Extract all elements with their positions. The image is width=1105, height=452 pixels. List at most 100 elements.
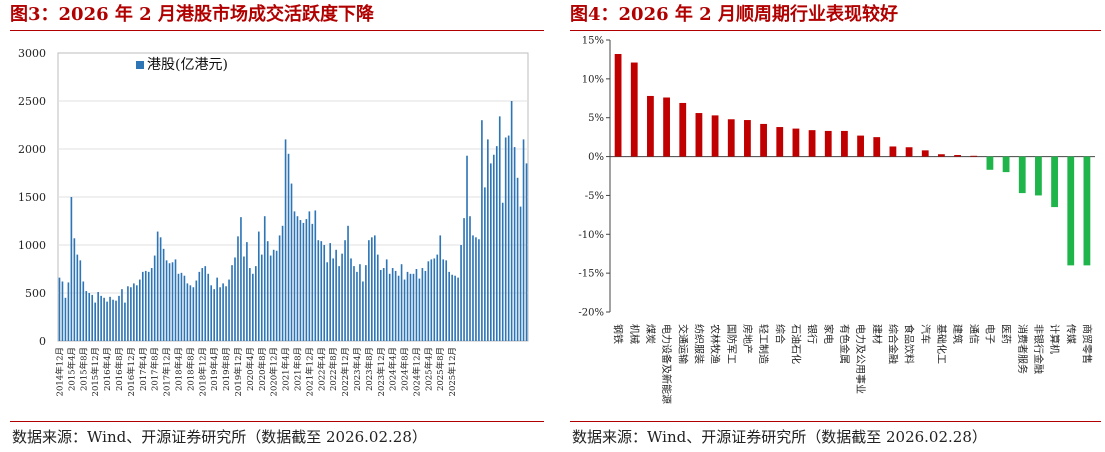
- left-bar: [338, 266, 340, 341]
- right-category-label: 电力设备及新能源: [660, 324, 673, 404]
- right-bar: [776, 127, 784, 157]
- left-bar: [457, 277, 459, 341]
- right-ytick-label: 10%: [582, 74, 604, 85]
- left-bar: [326, 262, 329, 341]
- right-bar: [647, 95, 654, 157]
- left-bar: [144, 270, 147, 341]
- left-bar: [228, 279, 230, 341]
- right-bar: [679, 102, 687, 157]
- left-bar: [234, 257, 236, 341]
- right-category-label: 非银行金融: [1032, 324, 1045, 374]
- left-bar: [442, 259, 445, 341]
- left-bar: [269, 255, 272, 341]
- right-category-label: 电力及公用事业: [854, 324, 867, 394]
- left-bar: [394, 270, 397, 341]
- right-ytick-label: -10%: [578, 230, 604, 241]
- left-bar: [299, 220, 302, 341]
- left-bar: [278, 235, 281, 341]
- left-xtick-label: 2021年12月: [304, 347, 315, 396]
- right-bar: [792, 128, 800, 157]
- left-bar: [368, 240, 370, 341]
- left-bar: [195, 280, 198, 341]
- right-chart-source: 数据来源：Wind、开源证券研究所（数据截至 2026.02.28）: [572, 428, 987, 446]
- left-bar: [489, 163, 492, 341]
- left-bar: [136, 285, 138, 341]
- left-bar: [159, 237, 162, 341]
- left-bar: [302, 222, 305, 341]
- left-bar: [240, 217, 242, 341]
- left-bar: [311, 223, 314, 341]
- left-chart-title: 图3：2026 年 2 月港股市场成交活跃度下降: [10, 4, 374, 25]
- left-bar: [246, 242, 248, 341]
- right-category-label: 综合金融: [886, 324, 899, 364]
- left-bar: [118, 295, 120, 341]
- left-bar: [320, 241, 323, 341]
- left-bar: [138, 279, 141, 341]
- right-category-label: 交通运输: [676, 324, 689, 364]
- left-bar: [501, 202, 504, 341]
- left-bar: [260, 254, 263, 341]
- left-bar: [249, 268, 251, 341]
- right-ytick-label: 0%: [588, 152, 604, 163]
- left-xtick-label: 2022年8月: [328, 347, 339, 391]
- right-bar: [857, 135, 864, 157]
- left-bar: [469, 216, 471, 341]
- right-bar: [970, 155, 978, 157]
- right-ytick-label: -20%: [578, 308, 604, 319]
- right-category-label: 纺织服装: [692, 324, 705, 364]
- left-bar: [350, 258, 352, 341]
- left-xtick-label: 2024年8月: [400, 347, 411, 391]
- left-bar: [85, 291, 88, 341]
- left-bar: [308, 211, 311, 341]
- left-xtick-label: 2020年4月: [245, 347, 256, 391]
- right-category-label: 食品饮料: [903, 324, 916, 364]
- left-xtick-label: 2021年8月: [292, 347, 303, 391]
- left-xtick-label: 2023年4月: [352, 347, 363, 391]
- right-title-rule: [570, 30, 1101, 31]
- left-bar: [225, 286, 227, 341]
- left-bar: [252, 273, 254, 341]
- left-bar: [397, 275, 400, 341]
- left-bar: [254, 266, 257, 341]
- right-bar: [841, 130, 848, 157]
- right-bar: [986, 156, 994, 170]
- left-bar: [186, 283, 189, 341]
- left-xtick-label: 2025年8月: [435, 347, 446, 391]
- left-xtick-label: 2022年4月: [316, 347, 327, 391]
- left-bar: [222, 283, 224, 341]
- left-xtick-label: 2019年12月: [233, 347, 244, 396]
- left-bar: [127, 286, 129, 341]
- left-bar: [165, 260, 168, 341]
- right-category-label: 石油石化: [789, 324, 802, 364]
- left-ytick-label: 3000: [18, 47, 46, 60]
- right-bar: [1083, 156, 1091, 266]
- left-bar: [219, 287, 221, 341]
- right-category-label: 煤炭: [644, 324, 657, 344]
- right-bar: [921, 150, 929, 157]
- left-bar: [495, 146, 498, 341]
- left-bar: [115, 300, 117, 341]
- left-bar: [492, 154, 495, 341]
- right-chart-panel: 图4：2026 年 2 月顺周期行业表现较好 15% 10% 5% 0% -5% -10%…: [560, 0, 1105, 452]
- left-bar: [329, 243, 332, 341]
- left-bar: [130, 287, 132, 341]
- left-bar: [73, 238, 76, 341]
- left-bar: [359, 264, 361, 341]
- left-bar: [106, 301, 108, 341]
- left-ytick-label: 2500: [18, 95, 46, 108]
- left-bar: [412, 273, 415, 341]
- left-bar: [189, 285, 192, 341]
- left-xtick-label: 2023年8月: [364, 347, 375, 391]
- left-bar: [376, 254, 379, 341]
- left-bar: [341, 253, 343, 341]
- right-category-label: 有色金属: [838, 324, 851, 364]
- left-bar: [171, 262, 174, 341]
- left-xtick-label: 2015年12月: [90, 347, 101, 396]
- left-xtick-label: 2023年12月: [376, 347, 387, 396]
- left-bar: [257, 231, 260, 341]
- left-bar: [97, 292, 99, 341]
- left-xtick-label: 2016年8月: [114, 347, 125, 391]
- left-bar: [79, 260, 82, 341]
- left-bar: [192, 287, 195, 341]
- left-bar: [430, 259, 433, 341]
